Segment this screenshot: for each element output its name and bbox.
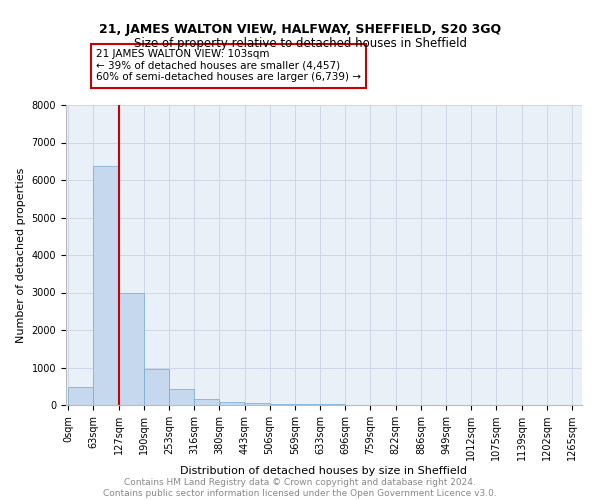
Bar	[93, 166, 118, 405]
Bar	[144, 368, 169, 405]
Y-axis label: Number of detached properties: Number of detached properties	[16, 168, 26, 342]
Bar	[270, 404, 295, 405]
Bar	[295, 404, 320, 405]
Text: Contains HM Land Registry data © Crown copyright and database right 2024.
Contai: Contains HM Land Registry data © Crown c…	[103, 478, 497, 498]
Text: Size of property relative to detached houses in Sheffield: Size of property relative to detached ho…	[133, 38, 467, 51]
Bar	[220, 402, 244, 405]
Bar	[320, 404, 345, 405]
Bar	[119, 293, 143, 405]
Bar	[245, 403, 269, 405]
X-axis label: Distribution of detached houses by size in Sheffield: Distribution of detached houses by size …	[181, 466, 467, 476]
Text: 21 JAMES WALTON VIEW: 103sqm
← 39% of detached houses are smaller (4,457)
60% of: 21 JAMES WALTON VIEW: 103sqm ← 39% of de…	[96, 50, 361, 82]
Bar	[68, 387, 93, 405]
Text: 21, JAMES WALTON VIEW, HALFWAY, SHEFFIELD, S20 3GQ: 21, JAMES WALTON VIEW, HALFWAY, SHEFFIEL…	[99, 22, 501, 36]
Bar	[194, 399, 219, 405]
Bar	[169, 389, 194, 405]
